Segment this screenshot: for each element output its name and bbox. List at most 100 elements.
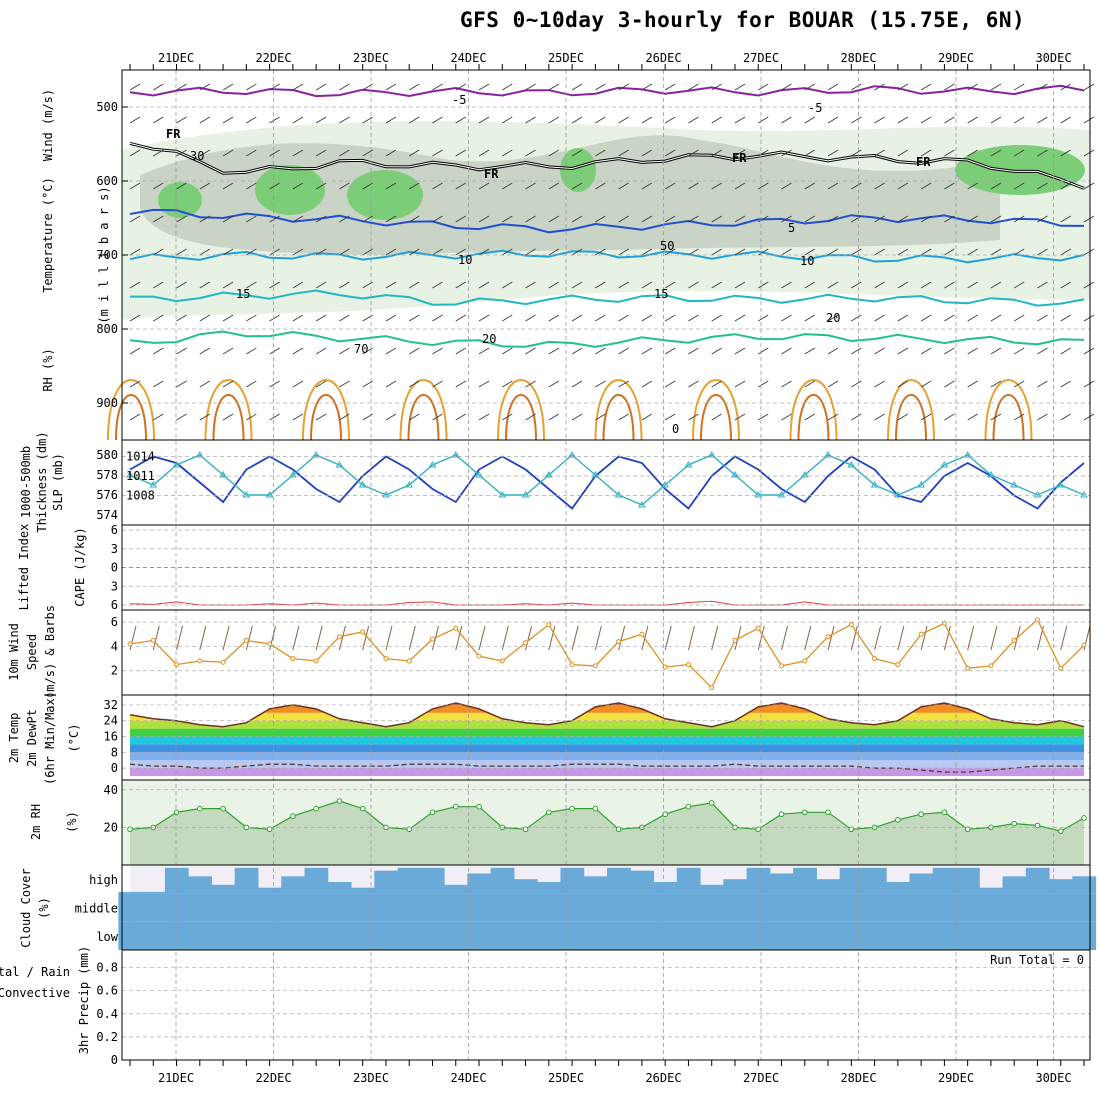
wind-barb [595, 182, 606, 190]
wind-barb [595, 149, 606, 157]
wind-barb [246, 83, 257, 91]
wind10-barb [501, 625, 509, 651]
cloud-bar-middle [583, 893, 608, 922]
ylabel-slp: SLP (mb) [51, 453, 65, 511]
wind-barb [851, 380, 862, 388]
slp-line [129, 455, 1085, 510]
upper-air-ylabel: RH (%) Temperature (°C) Wind (m/s) [41, 89, 55, 392]
isotherm-line [129, 249, 1085, 264]
wind10-barb [734, 625, 742, 651]
wind-barb [176, 83, 187, 91]
cloud-bar-low [397, 921, 422, 950]
thickness-point [1010, 481, 1019, 488]
wind-barb [734, 281, 746, 289]
cloud-bar-low [653, 921, 678, 950]
surface-temp-contour [895, 394, 927, 441]
rh-point [755, 826, 762, 833]
surface-temp-contour [115, 394, 147, 441]
wind10-point [1058, 665, 1064, 671]
cloud-bar-high [1025, 867, 1050, 894]
wind-barb [525, 248, 536, 256]
wind-barb [734, 413, 746, 421]
wind-barb [874, 149, 885, 157]
isotherm-line [130, 289, 1085, 307]
wind-barb [897, 380, 909, 388]
wind-barb [1060, 149, 1071, 157]
cloud-bar-high [257, 887, 282, 894]
surface-temp-contour [310, 394, 342, 441]
wind-barb [967, 182, 978, 190]
wind-barb [595, 314, 606, 322]
cloud-bar-high [141, 891, 166, 894]
wind-barb [478, 215, 490, 223]
wind-barb [409, 314, 420, 322]
wind10-barb [152, 625, 160, 651]
li-tick-label: 6 [111, 598, 118, 612]
isotherm-label: -5 [452, 93, 466, 107]
wind-barb [1060, 347, 1071, 355]
wind-barb [618, 149, 629, 157]
wind-barb [944, 347, 955, 355]
axis-layer: 5006007008009005745765785801008101110146… [75, 64, 1091, 1067]
wind-barb [409, 281, 420, 289]
cloud-bar-high [397, 867, 422, 894]
wind-barb [1083, 380, 1095, 388]
li-tick-label: 0 [111, 561, 118, 575]
wind-barb [990, 380, 1002, 388]
cloud-bar-middle [607, 893, 631, 922]
wind-barb [944, 248, 955, 256]
surface-temp-contour [594, 379, 643, 441]
isotherm-label: 20 [826, 311, 840, 325]
wind-barb [851, 83, 862, 91]
cloud-bar-low [141, 921, 166, 950]
wind10-ylabel: 10m Wind Speed (m/s) & Barbs [7, 605, 57, 699]
wind-barb [1083, 116, 1095, 124]
rh-point [801, 809, 808, 816]
cloud-bar-low [862, 921, 887, 950]
cloud-bar-middle [420, 893, 445, 922]
wind-barb [455, 116, 466, 124]
wind-barb [339, 182, 350, 190]
rh-contour-label: 0 [672, 422, 679, 436]
wind-barb [1037, 182, 1048, 190]
cloud-bar-middle [886, 893, 910, 922]
wind-barb [129, 347, 141, 355]
date-label-top: 24DEC [450, 51, 486, 65]
wind-barb [944, 182, 955, 190]
date-label-bottom: 23DEC [353, 1071, 389, 1085]
wind-barb [129, 281, 141, 289]
cloud-bar-high [653, 882, 678, 894]
cloud-bar-high [700, 884, 724, 894]
wind-barb [269, 347, 280, 355]
date-label-top: 23DEC [353, 51, 389, 65]
wind-barb [502, 116, 513, 124]
wind-barb [292, 116, 304, 124]
wind-barb [1013, 347, 1025, 355]
wind-barb [339, 413, 350, 421]
rh-point [336, 798, 343, 804]
wind-barb [269, 314, 280, 322]
wind-barb [176, 215, 187, 223]
wind-barb [664, 281, 676, 289]
wind-barb [525, 347, 536, 355]
cloud-bar-low [700, 921, 724, 950]
date-label-bottom: 27DEC [743, 1071, 779, 1085]
date-label-top: 30DEC [1035, 51, 1071, 65]
wind-barb [1013, 215, 1025, 223]
cloud-bar-middle [1049, 893, 1073, 922]
wind-barb [1013, 248, 1025, 256]
wind-barb [734, 314, 746, 322]
wind10-point [592, 663, 598, 669]
wind-barb [967, 149, 978, 157]
ylabel-1000-500: 1000-500mb [19, 446, 33, 518]
date-label-top: 29DEC [938, 51, 974, 65]
cloud-bar-low [444, 921, 468, 950]
wind-barb [897, 149, 909, 157]
wind-barb [897, 281, 909, 289]
thickness-point [614, 491, 623, 498]
cloud-bar-middle [839, 893, 864, 922]
date-label-top: 27DEC [743, 51, 779, 65]
wind-barb [432, 83, 443, 91]
wind10-barb [1060, 625, 1068, 651]
cloud-bar-middle [653, 893, 678, 922]
